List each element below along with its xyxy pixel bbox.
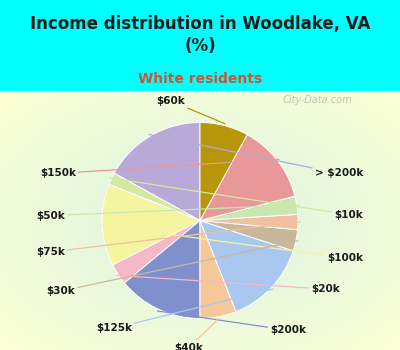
Text: City-Data.com: City-Data.com xyxy=(282,95,352,105)
Wedge shape xyxy=(200,135,295,220)
Text: $50k: $50k xyxy=(37,205,299,220)
Wedge shape xyxy=(102,184,200,265)
Wedge shape xyxy=(114,122,200,220)
Wedge shape xyxy=(200,220,298,251)
Text: > $200k: > $200k xyxy=(149,134,363,178)
Wedge shape xyxy=(124,220,200,318)
Text: White residents: White residents xyxy=(138,72,262,86)
Text: Income distribution in Woodlake, VA
(%): Income distribution in Woodlake, VA (%) xyxy=(30,15,370,55)
Text: $30k: $30k xyxy=(46,241,298,296)
Wedge shape xyxy=(109,173,200,220)
Text: $60k: $60k xyxy=(156,96,225,124)
Text: $10k: $10k xyxy=(110,178,363,219)
Text: $100k: $100k xyxy=(100,225,363,263)
Text: $150k: $150k xyxy=(40,159,279,178)
Text: $40k: $40k xyxy=(174,319,219,350)
Wedge shape xyxy=(200,196,298,220)
Wedge shape xyxy=(200,214,298,230)
Wedge shape xyxy=(200,220,236,318)
Text: $125k: $125k xyxy=(96,289,273,333)
Text: $75k: $75k xyxy=(37,222,300,257)
Wedge shape xyxy=(200,220,293,312)
Text: $200k: $200k xyxy=(158,311,306,335)
Text: $20k: $20k xyxy=(116,275,340,294)
Wedge shape xyxy=(200,122,247,220)
Wedge shape xyxy=(113,220,200,283)
